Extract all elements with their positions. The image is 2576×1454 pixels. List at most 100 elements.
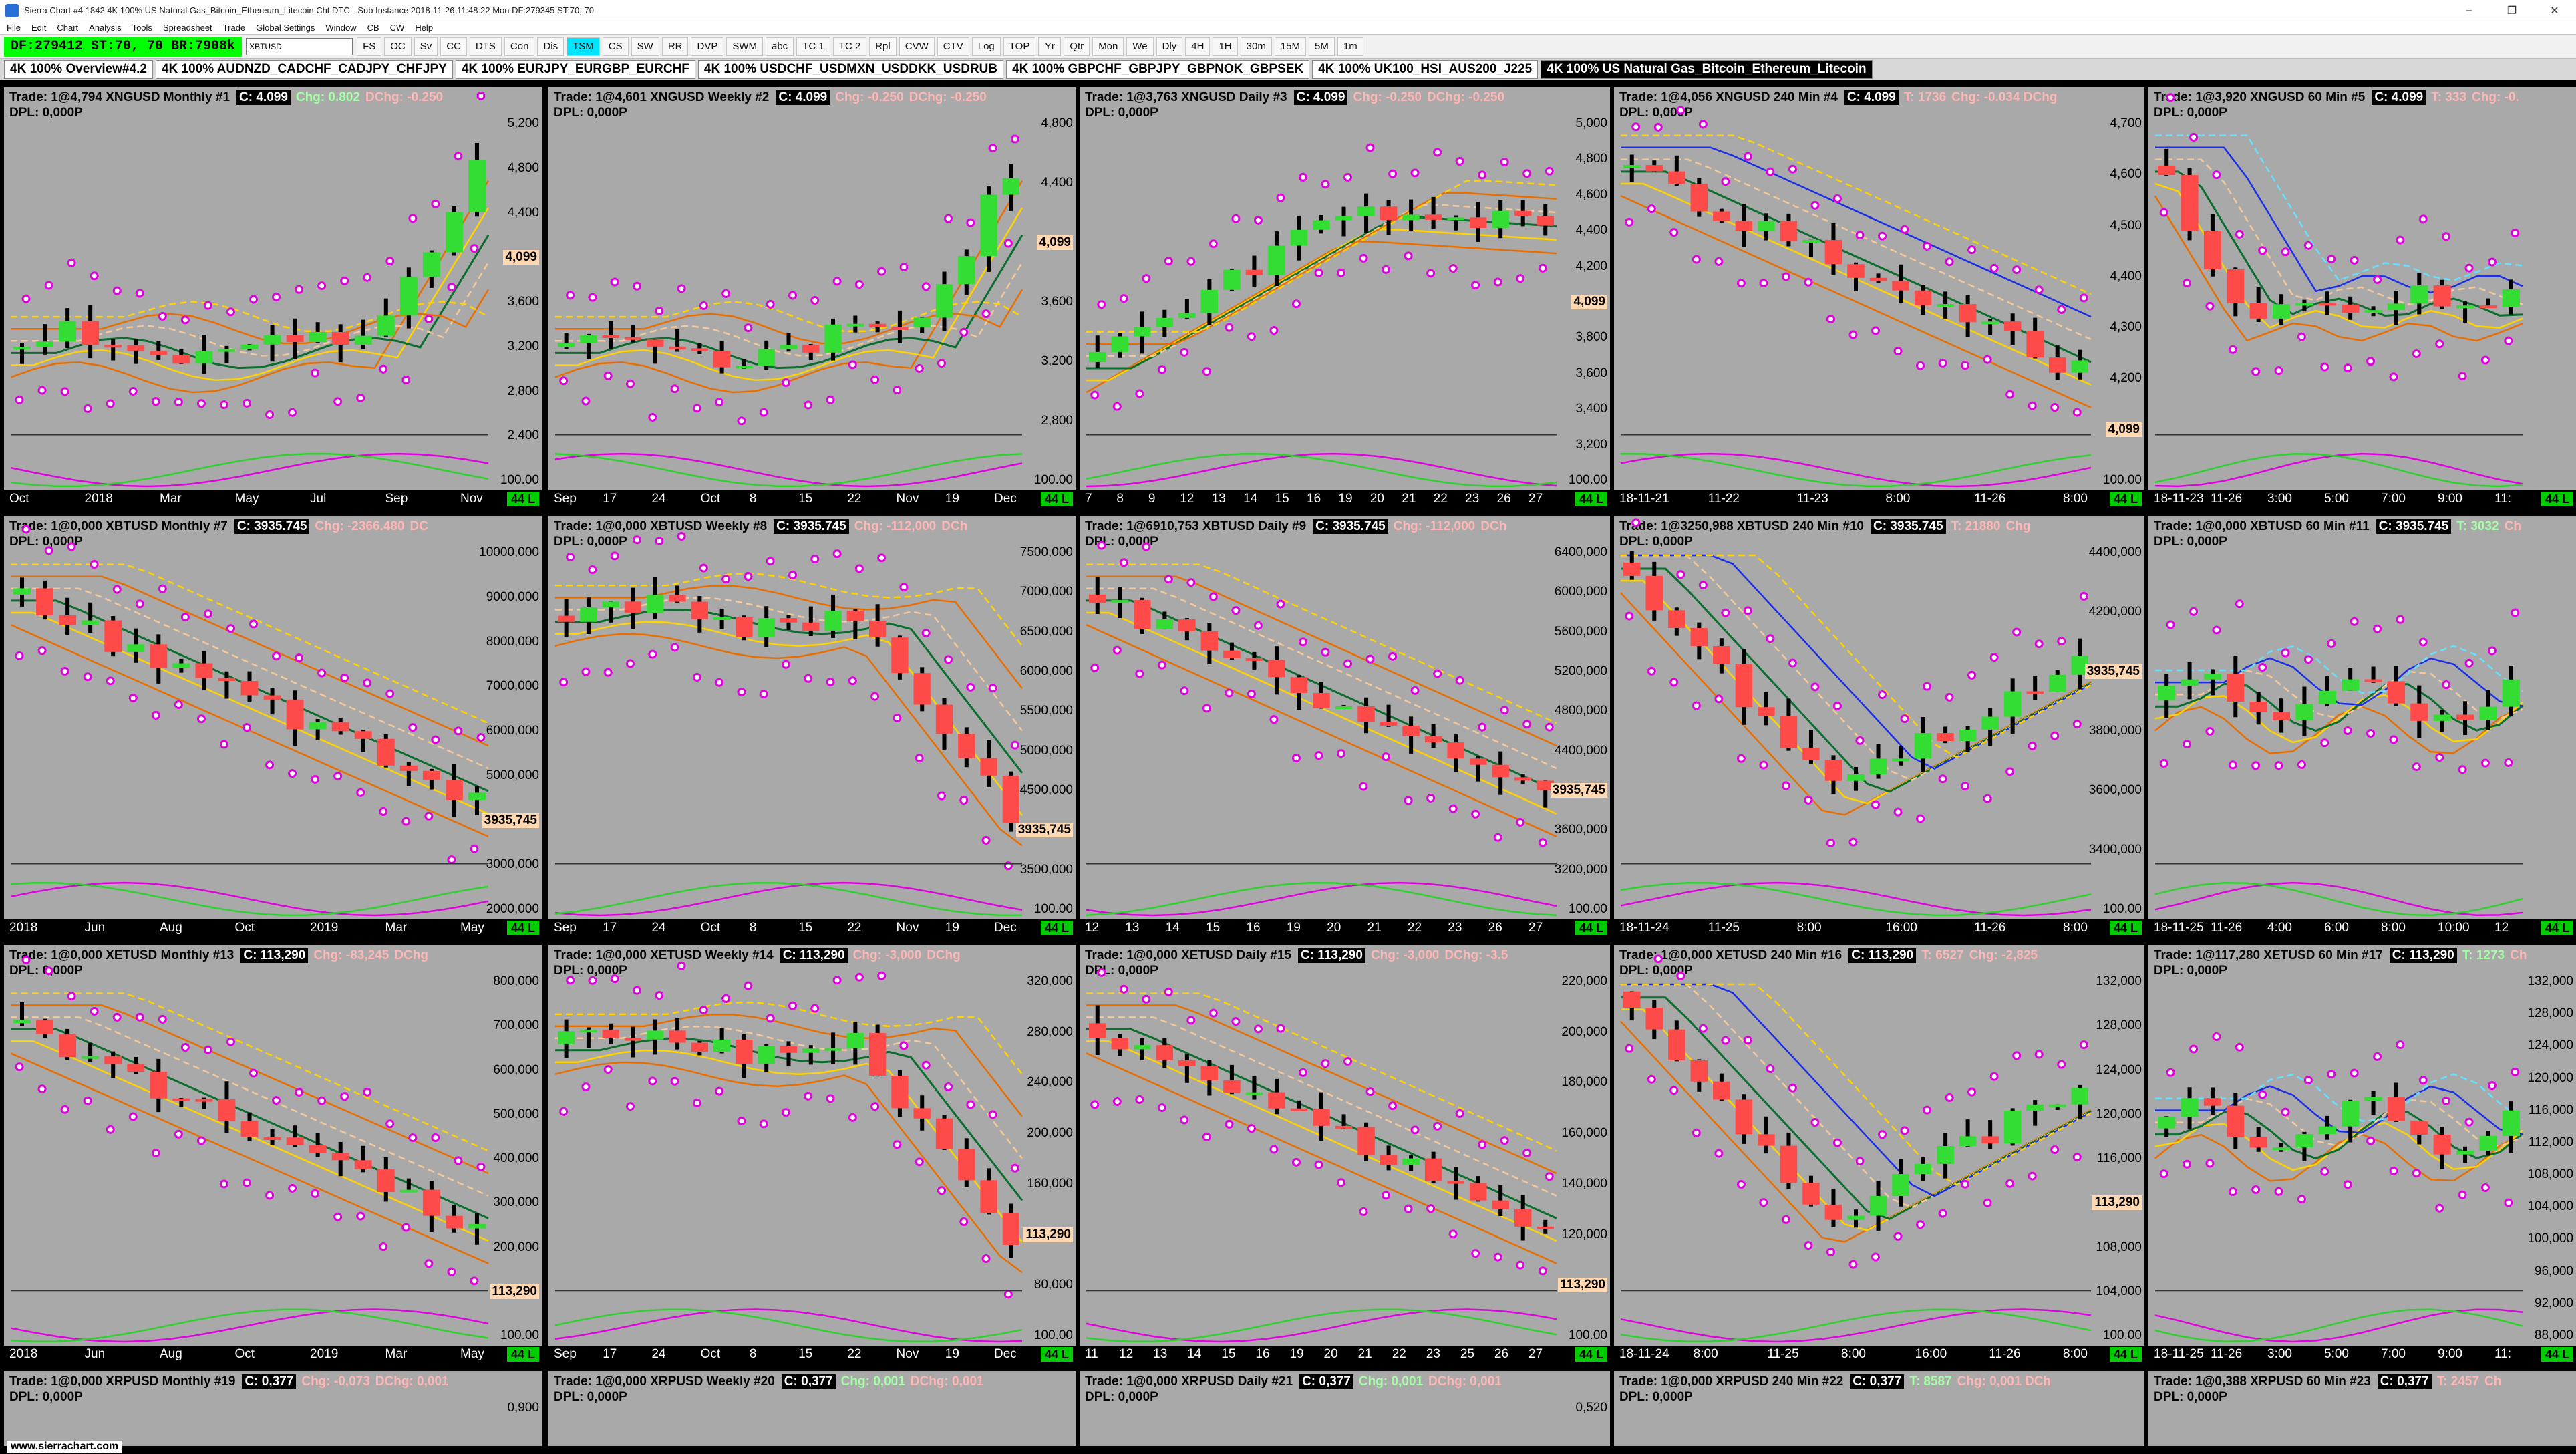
menu-help[interactable]: Help xyxy=(415,23,434,33)
time-axis[interactable]: 18-11-21 11-22 11-23 8:00 11-26 8:00 xyxy=(1614,490,2144,508)
price-plot[interactable] xyxy=(4,1371,542,1446)
price-plot[interactable] xyxy=(2148,1371,2576,1446)
price-axis[interactable]: 4,800 4,400 4,099 3,600 3,200 2,800 100.00 xyxy=(1029,87,1076,490)
price-axis[interactable] xyxy=(2529,87,2576,490)
price-axis[interactable]: 5,000 4,800 4,600 4,400 4,200 4,099 3,800 3,600… xyxy=(1563,87,1610,490)
chart-panel[interactable]: Trade: 1@0,000 XBTUSD 60 Min #11 C: 3935.… xyxy=(2148,516,2576,937)
toolbar-button-tc-2[interactable]: TC 2 xyxy=(832,37,867,56)
menu-global-settings[interactable]: Global Settings xyxy=(256,23,315,33)
price-plot[interactable] xyxy=(4,945,542,1363)
toolbar-button-we[interactable]: We xyxy=(1126,37,1154,56)
toolbar-button-qtr[interactable]: Qtr xyxy=(1064,37,1090,56)
chart-panel[interactable]: Trade: 1@4,056 XNGUSD 240 Min #4 C: 4.099… xyxy=(1614,87,2144,508)
menu-spreadsheet[interactable]: Spreadsheet xyxy=(162,23,212,33)
toolbar-button-tc-1[interactable]: TC 1 xyxy=(796,37,830,56)
price-plot[interactable] xyxy=(1080,1371,1610,1446)
menu-cw[interactable]: CW xyxy=(389,23,405,33)
price-axis[interactable]: 6400,000 6000,000 5600,000 5200,000 4800,000… xyxy=(1550,516,1610,919)
time-axis[interactable]: 7 8 9 12 13 14 15 16 19 20 21 22 23 26 27 xyxy=(1080,490,1610,508)
price-axis[interactable]: 320,000 280,000 240,000 200,000 160,000 113,2… xyxy=(1023,945,1076,1346)
chart-panel[interactable]: Trade: 1@4,601 XNGUSD Weekly #2 C: 4.099 C… xyxy=(548,87,1076,508)
price-plot[interactable] xyxy=(1614,1371,2144,1446)
price-plot[interactable] xyxy=(2148,87,2576,508)
toolbar-button-rr[interactable]: RR xyxy=(661,37,689,56)
chart-panel[interactable]: Trade: 1@0,000 XRPUSD 240 Min #22 C: 0,37… xyxy=(1614,1371,2144,1446)
chart-panel[interactable]: Trade: 1@0,000 XETUSD 240 Min #16 C: 113,… xyxy=(1614,945,2144,1363)
chart-panel[interactable]: Trade: 1@0,000 XETUSD Daily #15 C: 113,29… xyxy=(1080,945,1610,1363)
chart-panel[interactable]: Trade: 1@0,000 XRPUSD Monthly #19 C: 0,37… xyxy=(4,1371,542,1446)
time-axis[interactable]: 11 12 13 14 15 16 19 20 21 22 23 25 26 27 xyxy=(1080,1346,1610,1363)
price-plot[interactable] xyxy=(4,516,542,937)
toolbar-button-sv[interactable]: Sv xyxy=(414,37,438,56)
toolbar-button-swm[interactable]: SWM xyxy=(726,37,763,56)
price-axis[interactable]: 7500,000 7000,000 6500,000 6000,000 5500,000… xyxy=(1015,516,1076,919)
toolbar-button-dly[interactable]: Dly xyxy=(1156,37,1183,56)
time-axis[interactable]: 18-11-24 11-25 8:00 16:00 11-26 8:00 xyxy=(1614,919,2144,937)
menu-window[interactable]: Window xyxy=(325,23,357,33)
time-axis[interactable]: 18-11-25 11-26 3:00 5:00 7:00 9:00 11: xyxy=(2148,1346,2576,1363)
price-plot[interactable] xyxy=(548,945,1076,1363)
chart-panel[interactable]: Trade: 1@0,388 XRPUSD 60 Min #23 C: 0,377… xyxy=(2148,1371,2576,1446)
toolbar-button-dvp[interactable]: DVP xyxy=(691,37,724,56)
price-plot[interactable] xyxy=(1080,516,1610,937)
price-axis[interactable]: 0,900 xyxy=(495,1371,542,1429)
chart-panel[interactable]: Trade: 1@3,920 XNGUSD 60 Min #5 C: 4.099 T… xyxy=(2148,87,2576,508)
price-axis[interactable]: 220,000 200,000 180,000 160,000 140,000 120,0… xyxy=(1558,945,1610,1346)
symbol-input[interactable] xyxy=(246,37,353,55)
menu-trade[interactable]: Trade xyxy=(222,23,246,33)
price-axis[interactable]: 800,000 700,000 600,000 500,000 400,000 300,0… xyxy=(490,945,542,1346)
menu-chart[interactable]: Chart xyxy=(57,23,79,33)
tab-chartbook[interactable]: 4K 100% USDCHF_USDMXN_USDDKK_USDRUB xyxy=(697,60,1004,79)
toolbar-button-oc[interactable]: OC xyxy=(384,37,412,56)
menu-file[interactable]: File xyxy=(7,23,21,33)
time-axis[interactable]: Sep 17 24 Oct 8 15 22 Nov 19 Dec xyxy=(548,919,1076,937)
toolbar-button-15m[interactable]: 15M xyxy=(1274,37,1307,56)
time-axis[interactable]: 18-11-24 8:00 11-25 8:00 16:00 11-26 8:00 xyxy=(1614,1346,2144,1363)
tab-chartbook[interactable]: 4K 100% US Natural Gas_Bitcoin_Ethereum_… xyxy=(1541,60,1873,79)
tab-chartbook[interactable]: 4K 100% UK100_HSI_AUS200_J225 xyxy=(1312,60,1539,79)
time-axis[interactable]: 2018 Jun Aug Oct 2019 Mar May xyxy=(4,919,542,937)
toolbar-button-top[interactable]: TOP xyxy=(1003,37,1036,56)
chart-panel[interactable]: Trade: 1@0,000 XRPUSD Daily #21 C: 0,377 C… xyxy=(1080,1371,1610,1446)
chart-panel[interactable]: Trade: 1@3,763 XNGUSD Daily #3 C: 4.099 Ch… xyxy=(1080,87,1610,508)
chart-panel[interactable]: Trade: 1@0,000 XETUSD Monthly #13 C: 113,… xyxy=(4,945,542,1363)
price-axis[interactable]: 132,000 128,000 124,000 120,000 116,000 112,0… xyxy=(2527,945,2576,1346)
price-axis[interactable]: 4,700 4,600 4,500 4,400 4,300 4,200 4,099 100.0… xyxy=(2098,87,2144,490)
chart-panel[interactable]: Trade: 1@6910,753 XBTUSD Daily #9 C: 3935… xyxy=(1080,516,1610,937)
toolbar-button-abc[interactable]: abc xyxy=(766,37,794,56)
tab-chartbook[interactable]: 4K 100% EURJPY_EURGBP_EURCHF xyxy=(455,60,695,79)
price-plot[interactable] xyxy=(1080,87,1610,508)
minimize-icon[interactable]: – xyxy=(2466,4,2472,16)
price-axis[interactable] xyxy=(1029,1371,1076,1429)
toolbar-button-yr[interactable]: Yr xyxy=(1038,37,1062,56)
price-axis[interactable]: 5,200 4,800 4,400 4,099 3,600 3,200 2,800 2,400… xyxy=(495,87,542,490)
toolbar-button-1h[interactable]: 1H xyxy=(1213,37,1238,56)
price-axis[interactable]: 132,000 128,000 124,000 120,000 116,000 113,2… xyxy=(2092,945,2144,1346)
price-axis[interactable] xyxy=(2529,1371,2576,1429)
price-plot[interactable] xyxy=(1080,945,1610,1363)
toolbar-button-sw[interactable]: SW xyxy=(631,37,659,56)
time-axis[interactable]: Oct 2018 Mar May Jul Sep Nov xyxy=(4,490,542,508)
toolbar-button-cc[interactable]: CC xyxy=(440,37,467,56)
toolbar-button-dis[interactable]: Dis xyxy=(537,37,565,56)
toolbar-button-dts[interactable]: DTS xyxy=(469,37,502,56)
price-plot[interactable] xyxy=(2148,516,2576,937)
toolbar-button-4h[interactable]: 4H xyxy=(1185,37,1211,56)
price-axis[interactable]: 4400,000 4200,000 3935,745 3800,000 3600,000… xyxy=(2084,516,2144,919)
chart-panel[interactable]: Trade: 1@0,000 XRPUSD Weekly #20 C: 0,377… xyxy=(548,1371,1076,1446)
price-axis[interactable]: 10000,000 9000,000 8000,000 7000,000 6000,00… xyxy=(479,516,542,919)
toolbar-button-1m[interactable]: 1m xyxy=(1337,37,1363,56)
time-axis[interactable]: 12 13 14 15 16 19 20 21 22 23 26 27 xyxy=(1080,919,1610,937)
toolbar-button-30m[interactable]: 30m xyxy=(1240,37,1272,56)
chart-panel[interactable]: Trade: 1@0,000 XBTUSD Weekly #8 C: 3935.7… xyxy=(548,516,1076,937)
toolbar-button-mon[interactable]: Mon xyxy=(1092,37,1124,56)
price-plot[interactable] xyxy=(548,1371,1076,1446)
toolbar-button-tsm[interactable]: TSM xyxy=(567,37,600,56)
chart-panel[interactable]: Trade: 1@3250,988 XBTUSD 240 Min #10 C: 3… xyxy=(1614,516,2144,937)
chart-panel[interactable]: Trade: 1@117,280 XETUSD 60 Min #17 C: 113… xyxy=(2148,945,2576,1363)
tab-chartbook[interactable]: 4K 100% GBPCHF_GBPJPY_GBPNOK_GBPSEK xyxy=(1006,60,1310,79)
toolbar-button-fs[interactable]: FS xyxy=(357,37,382,56)
time-axis[interactable]: 2018 Jun Aug Oct 2019 Mar May xyxy=(4,1346,542,1363)
price-plot[interactable] xyxy=(2148,945,2576,1363)
menu-tools[interactable]: Tools xyxy=(132,23,152,33)
